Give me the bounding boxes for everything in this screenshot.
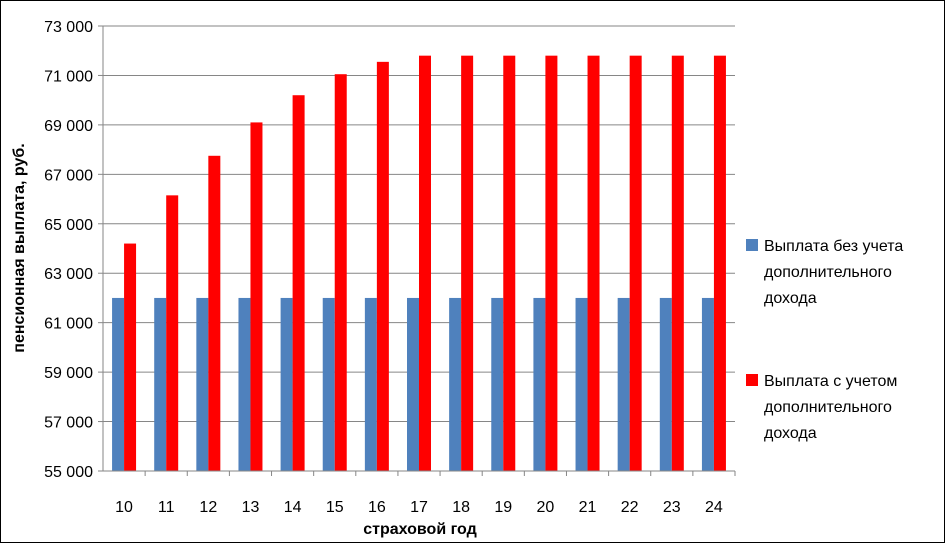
bar-with-extra-income [671,55,684,472]
bar-with-extra-income [334,74,347,471]
legend-swatch-without-extra-income [746,239,758,251]
bar-with-extra-income [419,55,431,472]
bar-without-extra-income [364,297,377,471]
bar-without-extra-income [449,297,462,471]
bar-with-extra-income [545,55,558,472]
bar-with-extra-income [587,55,600,472]
x-axis-title: страховой год [363,521,477,538]
bar-without-extra-income [154,297,167,471]
bar-with-extra-income [166,195,179,471]
y-tick-labels: 55 000 57 000 59 000 61 000 63 000 65 000 67 0… [44,19,93,481]
x-tick-label: 15 [326,499,344,516]
x-tick-label: 23 [663,499,681,516]
y-tick-label: 67 000 [44,167,93,184]
y-tick-label: 73 000 [44,19,93,36]
bar-with-extra-income [124,243,137,471]
axes [102,26,735,472]
y-tick-label: 69 000 [44,118,93,135]
x-tick-label: 21 [579,499,597,516]
bar-without-extra-income [533,297,546,471]
bar-with-extra-income [503,55,516,472]
x-tick-label: 13 [242,499,260,516]
x-tick-label: 24 [705,499,723,516]
bar-without-extra-income [238,297,251,471]
x-tick-label: 12 [199,499,217,516]
bar-without-extra-income [701,297,714,471]
bar-without-extra-income [322,297,335,471]
bar-with-extra-income [250,122,263,472]
y-tick-label: 71 000 [44,68,93,85]
y-tick-label: 63 000 [44,266,93,283]
bar-without-extra-income [196,297,209,471]
legend-label-line: дополнительного [764,264,892,281]
x-tick-label: 17 [410,499,428,516]
bar-without-extra-income [491,297,504,471]
legend-label-line: дополнительного [764,399,892,416]
x-tick-label: 20 [537,499,555,516]
legend: Выплата без учета дополнительного дохода Вы… [746,238,903,442]
bar-without-extra-income [280,297,293,471]
x-tick-label: 16 [368,499,386,516]
bar-with-extra-income [376,61,389,471]
bar-with-extra-income [461,55,474,472]
bar-without-extra-income [112,297,125,471]
bar-without-extra-income [407,297,419,471]
y-tick-label: 65 000 [44,217,93,234]
legend-label-line: дохода [764,425,817,442]
x-tick-label: 10 [115,499,133,516]
x-tick-label: 11 [158,499,175,516]
y-tick-label: 61 000 [44,316,93,333]
y-tick-label: 57 000 [44,415,93,432]
bar-with-extra-income [292,95,305,471]
x-tick-label: 22 [621,499,639,516]
bar-with-extra-income [208,155,221,471]
bar-with-extra-income [629,55,642,472]
legend-swatch-with-extra-income [746,374,758,386]
bar-without-extra-income [659,297,672,471]
bar-without-extra-income [617,297,630,471]
legend-label-line: Выплата без учета [764,238,903,255]
bar-with-extra-income [713,55,726,472]
y-axis-title: пенсионная выплата, руб. [11,143,28,352]
bars [112,55,726,472]
legend-label-line: Выплата с учетом [764,373,897,390]
x-tick-label: 19 [494,499,512,516]
x-tick-label: 14 [284,499,302,516]
bar-without-extra-income [575,297,588,471]
x-tick-label: 18 [452,499,470,516]
legend-label-line: дохода [764,290,817,307]
x-tick-labels: 10 11 12 13 14 15 16 17 18 19 20 21 22 23 24 [115,471,736,516]
y-tick-label: 59 000 [44,365,93,382]
y-tick-label: 55 000 [44,464,93,481]
